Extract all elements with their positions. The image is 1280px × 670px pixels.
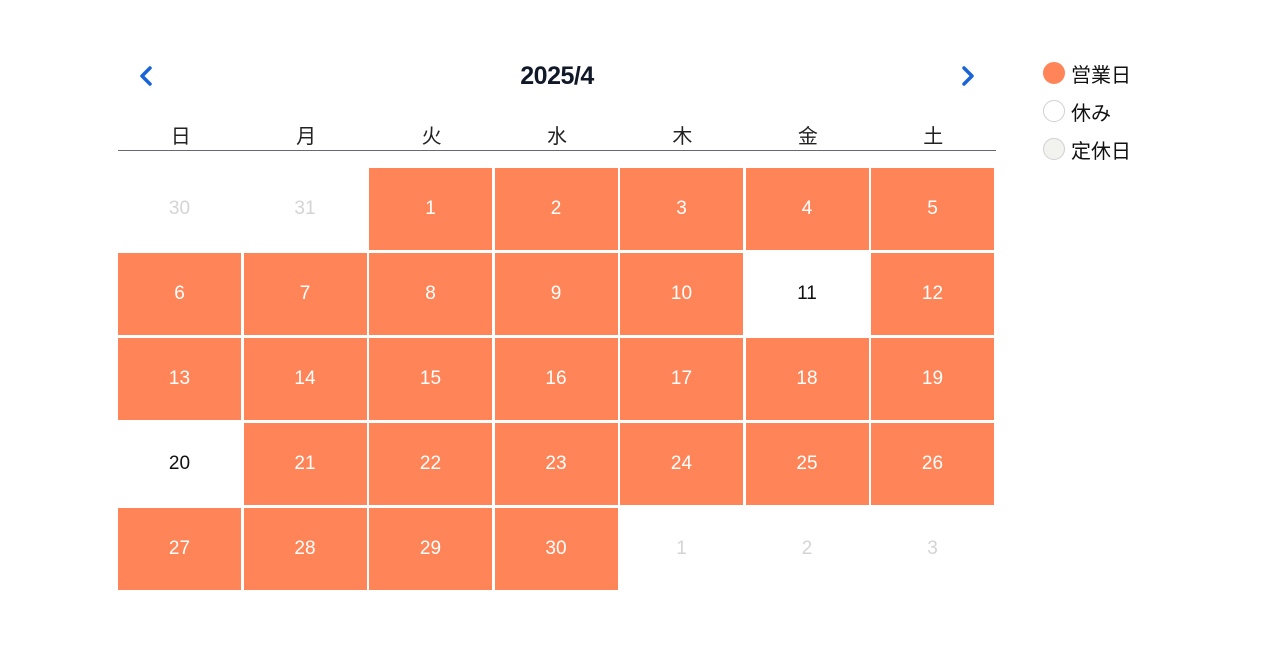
day-cell-open[interactable]: 28 bbox=[243, 508, 367, 590]
day-cell-open[interactable]: 1 bbox=[369, 168, 492, 250]
calendar-day-grid: 30 31 1 2 3 4 5 6 7 8 9 10 11 12 13 14 15 16 17 18 19 20 21 22 2… bbox=[118, 168, 996, 590]
day-cell-open[interactable]: 21 bbox=[243, 423, 367, 505]
legend-label: 休み bbox=[1071, 100, 1111, 125]
day-cell-open[interactable]: 8 bbox=[369, 253, 492, 335]
legend-swatch-icon bbox=[1043, 100, 1065, 122]
day-cell-open[interactable]: 24 bbox=[620, 423, 743, 505]
day-cell-open[interactable]: 26 bbox=[871, 423, 994, 505]
day-cell-closed[interactable]: 20 bbox=[118, 423, 241, 505]
legend-swatch-icon bbox=[1043, 62, 1065, 84]
day-cell-other: 1 bbox=[620, 508, 743, 590]
day-cell-open[interactable]: 30 bbox=[494, 508, 618, 590]
day-cell-open[interactable]: 16 bbox=[494, 338, 618, 420]
weekday-label: 木 bbox=[672, 124, 693, 148]
day-cell-open[interactable]: 15 bbox=[369, 338, 492, 420]
day-cell-other: 2 bbox=[745, 508, 869, 590]
legend-label: 営業日 bbox=[1071, 62, 1131, 87]
day-cell-open[interactable]: 5 bbox=[871, 168, 994, 250]
day-cell-open[interactable]: 14 bbox=[243, 338, 367, 420]
day-cell-open[interactable]: 10 bbox=[620, 253, 743, 335]
day-cell-open[interactable]: 18 bbox=[745, 338, 869, 420]
weekday-label: 金 bbox=[797, 124, 818, 148]
day-cell-open[interactable]: 27 bbox=[118, 508, 241, 590]
legend-item: 営業日 bbox=[1043, 54, 1131, 92]
day-cell-open[interactable]: 12 bbox=[871, 253, 994, 335]
calendar: 2025/4 日月火水木金土 30 31 1 2 3 4 5 6 7 8 9 10 11 12 13 14 15… bbox=[118, 50, 996, 590]
prev-month-button[interactable] bbox=[132, 62, 160, 90]
weekday-header-row: 日月火水木金土 bbox=[118, 102, 996, 151]
chevron-left-icon bbox=[140, 66, 152, 86]
day-cell-open[interactable]: 7 bbox=[243, 253, 367, 335]
day-cell-closed[interactable]: 11 bbox=[745, 253, 869, 335]
day-cell-open[interactable]: 13 bbox=[118, 338, 241, 420]
weekday-label: 月 bbox=[296, 124, 317, 148]
weekday-label: 水 bbox=[546, 124, 567, 148]
day-cell-open[interactable]: 19 bbox=[871, 338, 994, 420]
month-title: 2025/4 bbox=[520, 62, 594, 90]
calendar-header: 2025/4 bbox=[118, 50, 996, 102]
legend-item: 定休日 bbox=[1043, 130, 1131, 168]
day-cell-open[interactable]: 17 bbox=[620, 338, 743, 420]
legend-label: 定休日 bbox=[1071, 138, 1131, 163]
weekday-label: 火 bbox=[421, 124, 442, 148]
day-cell-other: 30 bbox=[118, 168, 241, 250]
legend-item: 休み bbox=[1043, 92, 1131, 130]
legend: 営業日 休み 定休日 bbox=[1043, 54, 1131, 168]
weekday-label: 土 bbox=[923, 124, 944, 148]
day-cell-open[interactable]: 6 bbox=[118, 253, 241, 335]
day-cell-open[interactable]: 3 bbox=[620, 168, 743, 250]
day-cell-other: 3 bbox=[871, 508, 994, 590]
day-cell-open[interactable]: 9 bbox=[494, 253, 618, 335]
chevron-right-icon bbox=[962, 66, 974, 86]
day-cell-open[interactable]: 25 bbox=[745, 423, 869, 505]
next-month-button[interactable] bbox=[954, 62, 982, 90]
day-cell-other: 31 bbox=[243, 168, 367, 250]
day-cell-open[interactable]: 22 bbox=[369, 423, 492, 505]
day-cell-open[interactable]: 29 bbox=[369, 508, 492, 590]
day-cell-open[interactable]: 23 bbox=[494, 423, 618, 505]
legend-swatch-icon bbox=[1043, 138, 1065, 160]
day-cell-open[interactable]: 2 bbox=[494, 168, 618, 250]
day-cell-open[interactable]: 4 bbox=[745, 168, 869, 250]
weekday-label: 日 bbox=[170, 124, 191, 148]
